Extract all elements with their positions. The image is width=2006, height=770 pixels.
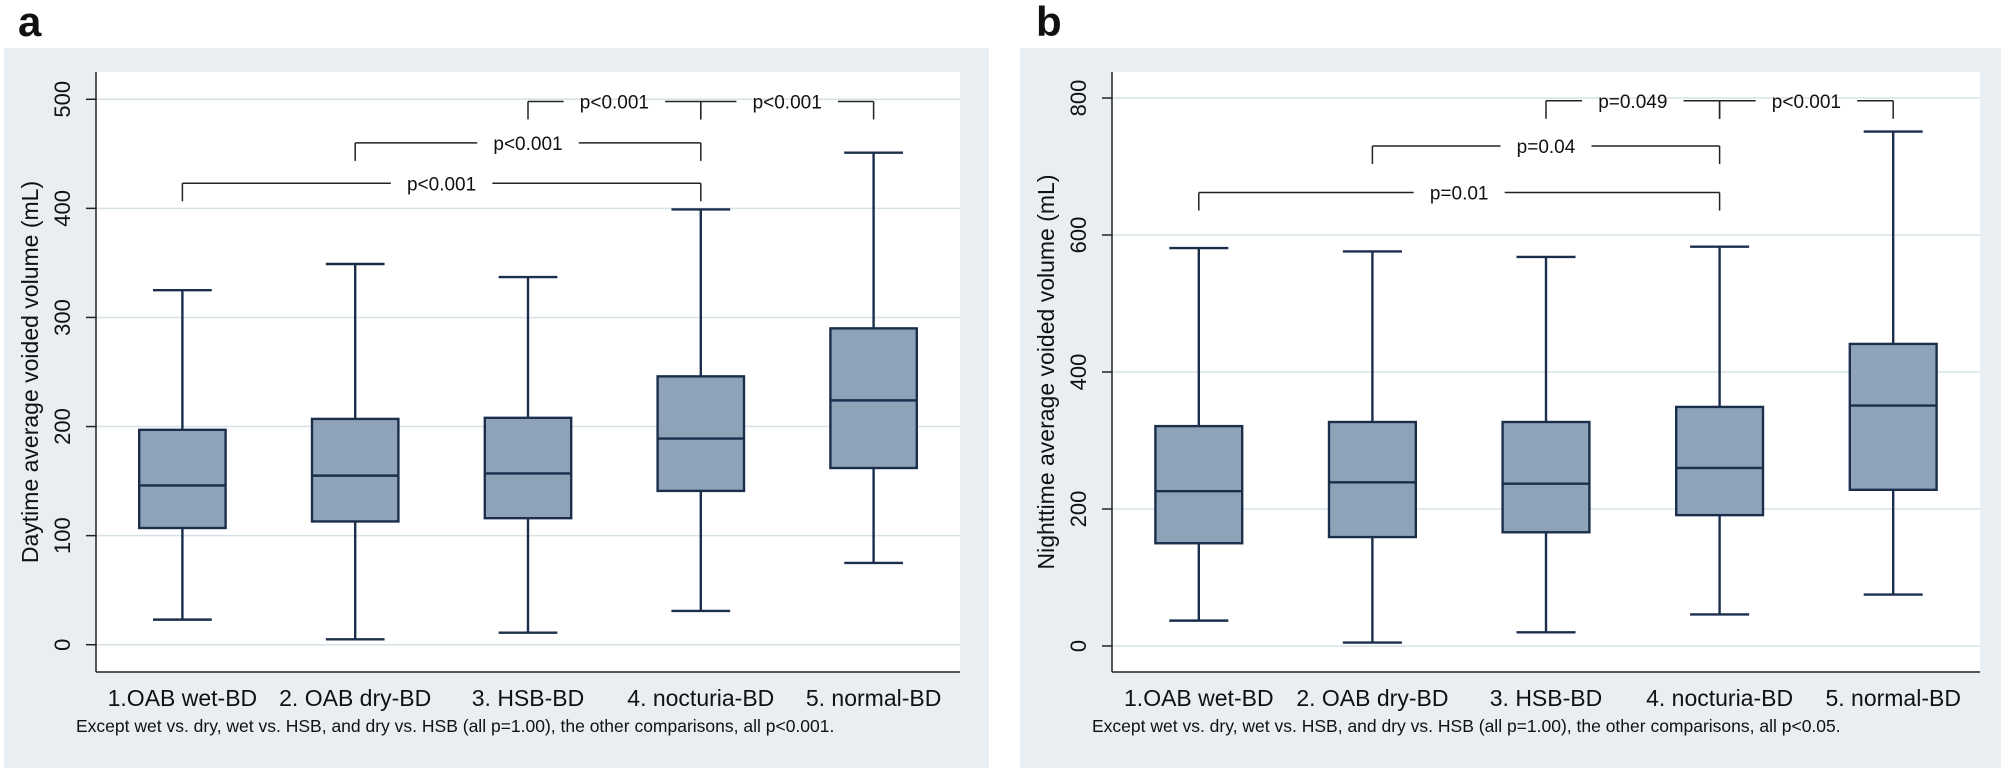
iqr-box	[1501, 420, 1591, 534]
x-tick-label: 5. normal-BD	[1825, 685, 1960, 711]
x-tick-label: 2. OAB dry-BD	[1296, 685, 1448, 711]
iqr-box	[656, 375, 746, 493]
x-tick-label: 3. HSB-BD	[1490, 685, 1602, 711]
y-tick-label: 400	[50, 190, 75, 227]
y-tick-label: 500	[50, 81, 75, 118]
p-value-label: p<0.001	[493, 134, 562, 155]
y-tick-label: 200	[1066, 491, 1091, 528]
p-value-label: p=0.04	[1517, 137, 1576, 158]
comparison-bracket: p<0.001	[354, 134, 702, 161]
box-2	[310, 262, 400, 641]
box-3	[483, 275, 573, 634]
panel-label: a	[18, 0, 42, 45]
p-value-label: p<0.001	[580, 92, 649, 113]
chart-panel-a: a 0 100 200 300 400 500 Daytime average voided …	[4, 0, 989, 768]
iqr-box	[1674, 405, 1765, 517]
iqr-box	[310, 417, 400, 523]
comparison-bracket: p<0.001	[1718, 92, 1894, 119]
box-5	[1848, 130, 1938, 596]
y-tick-label: 600	[1066, 217, 1091, 254]
comparison-bracket: p=0.04	[1371, 137, 1721, 164]
iqr-box	[1327, 420, 1418, 539]
x-tick-label: 4. nocturia-BD	[627, 685, 774, 711]
y-tick-label: 100	[50, 517, 75, 554]
comparison-bracket: p<0.001	[700, 92, 875, 120]
footnote: Except wet vs. dry, wet vs. HSB, and dry…	[1092, 716, 1841, 736]
box-4	[1674, 245, 1765, 616]
y-tick-label: 0	[1066, 640, 1091, 652]
p-value-label: p=0.01	[1430, 184, 1489, 205]
iqr-box	[137, 428, 227, 530]
y-tick-label: 200	[50, 408, 75, 445]
x-tick-label: 4. nocturia-BD	[1646, 685, 1793, 711]
iqr-box	[1848, 342, 1938, 492]
x-tick-label: 1.OAB wet-BD	[108, 685, 258, 711]
y-axis-title: Nighttime average voided volume (mL)	[1033, 174, 1059, 569]
y-axis-title: Daytime average voided volume (mL)	[17, 181, 43, 563]
x-tick-label: 1.OAB wet-BD	[1124, 685, 1274, 711]
y-tick-label: 300	[50, 299, 75, 336]
box-2	[1327, 250, 1418, 644]
box-1	[1154, 246, 1244, 622]
comparison-bracket: p=0.01	[1198, 184, 1721, 211]
iqr-box	[829, 327, 919, 470]
comparison-bracket: p<0.001	[181, 174, 702, 202]
y-tick-label: 800	[1066, 80, 1091, 117]
panel-label: b	[1036, 0, 1062, 45]
p-value-label: p=0.049	[1598, 92, 1667, 113]
p-value-label: p<0.001	[753, 92, 822, 113]
x-tick-label: 2. OAB dry-BD	[279, 685, 431, 711]
x-tick-label: 5. normal-BD	[806, 685, 941, 711]
box-3	[1501, 255, 1591, 634]
chart-panel-b: b 0 200 400 600 800 Nighttime average voided v…	[1020, 0, 2001, 768]
box-4	[656, 208, 746, 613]
box-5	[829, 151, 919, 565]
iqr-box	[483, 416, 573, 520]
p-value-label: p<0.001	[407, 174, 476, 195]
x-tick-label: 3. HSB-BD	[472, 685, 584, 711]
comparison-bracket: p=0.049	[1545, 92, 1721, 119]
y-tick-label: 0	[50, 639, 75, 651]
y-tick-label: 400	[1066, 354, 1091, 391]
box-1	[137, 288, 227, 621]
p-value-label: p<0.001	[1772, 92, 1841, 113]
footnote: Except wet vs. dry, wet vs. HSB, and dry…	[76, 716, 834, 736]
iqr-box	[1154, 424, 1244, 545]
